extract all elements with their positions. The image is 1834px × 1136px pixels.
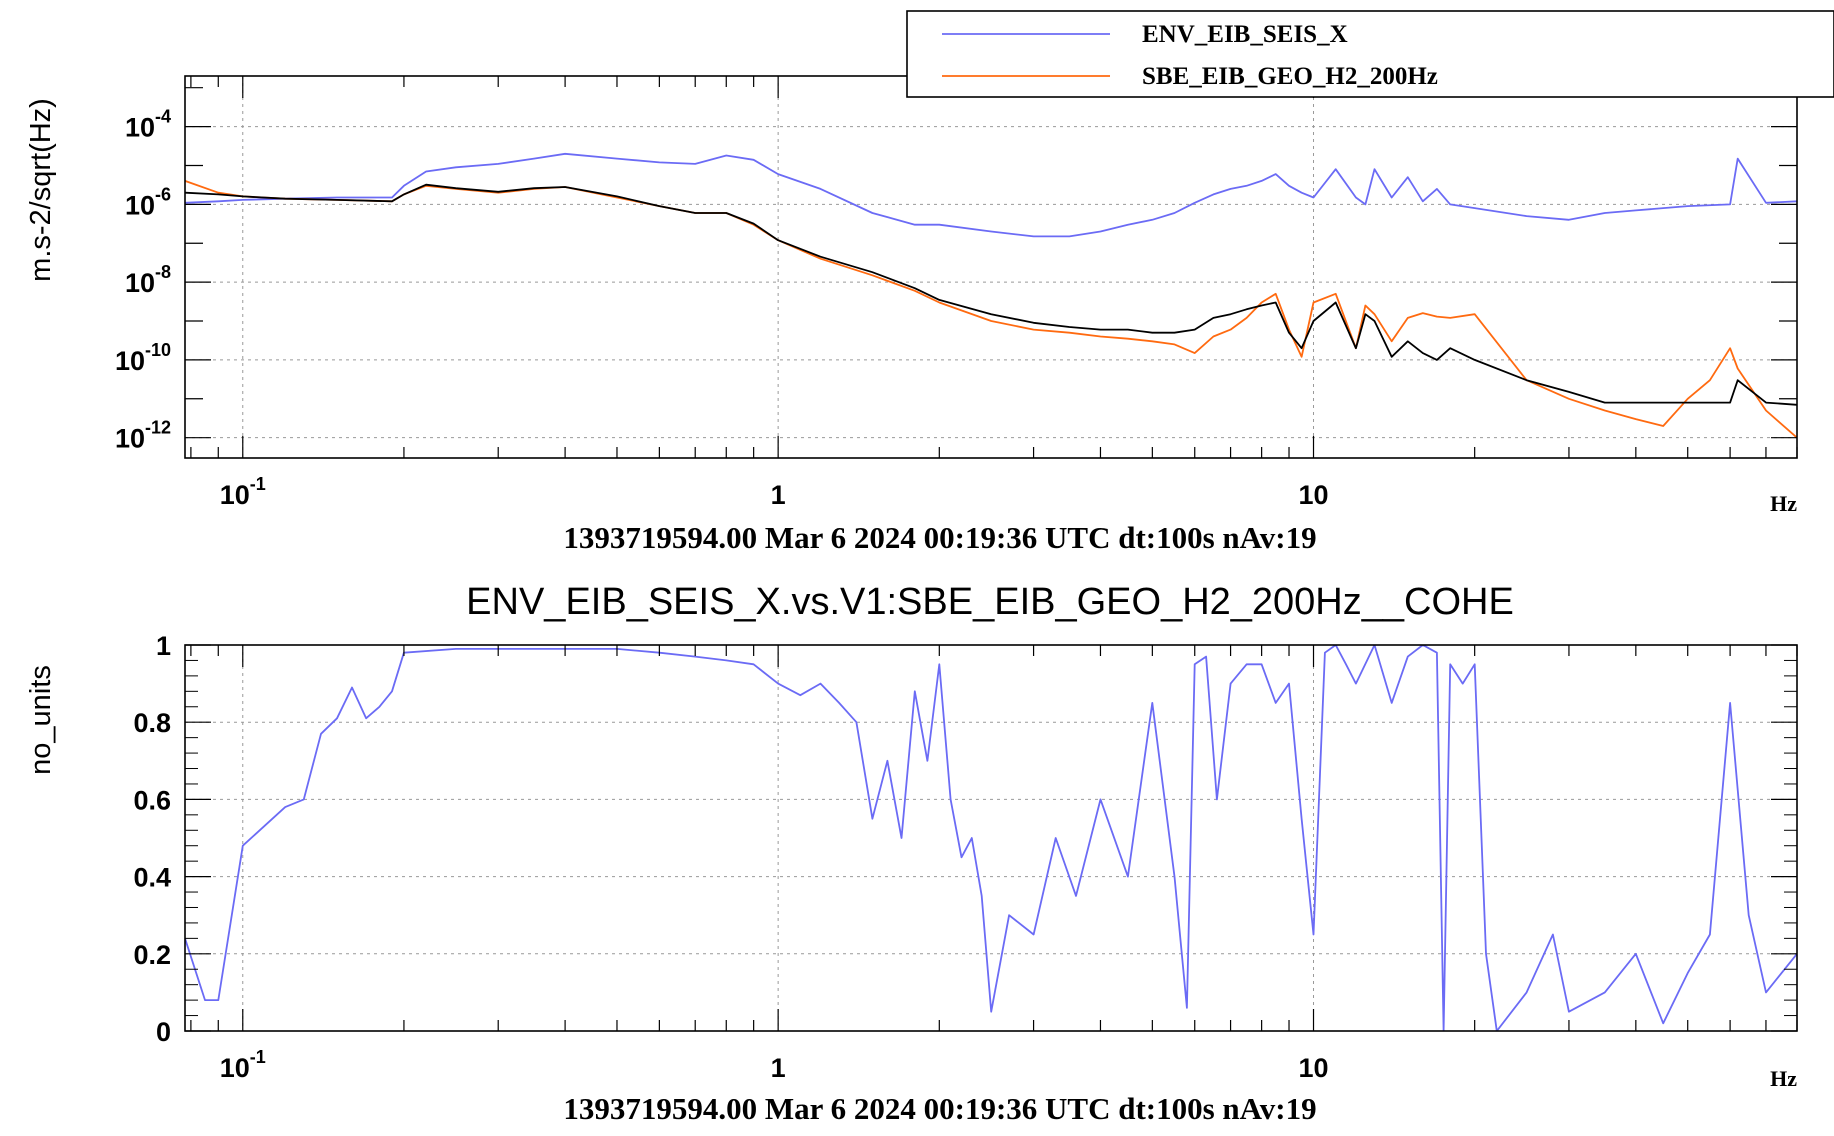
- coherence-series: [185, 645, 1797, 1031]
- legend-label-seis: ENV_EIB_SEIS_X: [1142, 21, 1348, 48]
- coherence-grid: [185, 644, 1797, 1032]
- y-tick-label: 1: [156, 631, 171, 661]
- y-tick-label: 10-8: [125, 262, 171, 298]
- psd-series: [185, 152, 1797, 439]
- x-tick-label: 10: [1298, 480, 1328, 510]
- psd-x-tick-labels: 10-1 1 10: [220, 474, 1329, 510]
- psd-grid: [185, 76, 1797, 458]
- series-line-2: [185, 183, 1797, 406]
- psd-y-axis-title: m.s-2/sqrt(Hz): [25, 98, 57, 282]
- legend-label-geo: SBE_EIB_GEO_H2_200Hz: [1142, 63, 1438, 90]
- psd-y-tick-labels: 10-4 10-6 10-8 10-10 10-12: [115, 107, 171, 454]
- y-tick-label: 0.2: [133, 940, 171, 970]
- y-tick-label: 10-6: [125, 184, 171, 220]
- y-tick-label: 0.4: [133, 863, 171, 893]
- x-tick-label: 1: [771, 1053, 786, 1083]
- coherence-x-axis-unit: Hz: [1770, 1066, 1797, 1091]
- coherence-panel: ENV_EIB_SEIS_X.vs.V1:SBE_EIB_GEO_H2_200H…: [25, 581, 1798, 1126]
- coherence-y-tick-labels: 0 0.2 0.4 0.6 0.8 1: [133, 631, 171, 1047]
- y-tick-label: 10-4: [125, 107, 171, 143]
- y-tick-label: 0.6: [133, 785, 171, 815]
- coherence-plot-frame: [184, 644, 1798, 1032]
- y-tick-label: 10-10: [115, 340, 171, 376]
- x-tick-label: 10: [1298, 1053, 1328, 1083]
- y-tick-label: 10-12: [115, 418, 171, 454]
- series-line-0: [185, 645, 1797, 1031]
- psd-plot-frame: [184, 75, 1798, 459]
- y-tick-label: 0: [156, 1017, 171, 1047]
- y-tick-label: 0.8: [133, 708, 171, 738]
- coherence-ticks: [185, 644, 1798, 1032]
- coherence-y-axis-title: no_units: [25, 665, 57, 775]
- coherence-timestamp: 1393719594.00 Mar 6 2024 00:19:36 UTC dt…: [563, 1091, 1316, 1126]
- psd-x-axis-unit: Hz: [1770, 491, 1797, 516]
- series-line-0: [185, 152, 1797, 238]
- psd-panel: 10-4 10-6 10-8 10-10 10-12 10-1 1 10 m.s-2/sqr…: [25, 10, 1834, 555]
- psd-timestamp: 1393719594.00 Mar 6 2024 00:19:36 UTC dt…: [563, 520, 1316, 555]
- x-tick-label: 1: [771, 480, 786, 510]
- legend-box: [906, 10, 1834, 98]
- coherence-title: ENV_EIB_SEIS_X.vs.V1:SBE_EIB_GEO_H2_200H…: [466, 581, 1514, 623]
- coherence-x-tick-labels: 10-1 1 10: [220, 1047, 1329, 1083]
- x-tick-label: 10-1: [220, 1047, 266, 1083]
- psd-ticks: [185, 76, 1798, 458]
- x-tick-label: 10-1: [220, 474, 266, 510]
- legend: ENV_EIB_SEIS_X SBE_EIB_GEO_H2_200Hz: [906, 10, 1834, 98]
